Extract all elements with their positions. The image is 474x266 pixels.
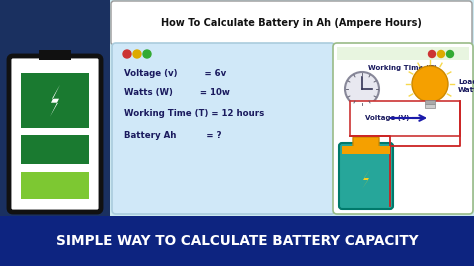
Text: Voltage (v)         = 6v: Voltage (v) = 6v [124, 69, 226, 77]
FancyBboxPatch shape [110, 0, 474, 216]
FancyBboxPatch shape [333, 43, 473, 214]
FancyBboxPatch shape [111, 1, 472, 45]
Text: Battery Ah          = ?: Battery Ah = ? [124, 131, 221, 139]
FancyBboxPatch shape [350, 101, 460, 136]
FancyBboxPatch shape [425, 104, 435, 108]
FancyBboxPatch shape [21, 73, 89, 128]
Circle shape [345, 72, 379, 106]
Polygon shape [362, 169, 370, 189]
FancyBboxPatch shape [342, 146, 390, 154]
Circle shape [143, 50, 151, 58]
FancyBboxPatch shape [0, 216, 474, 266]
Text: Watts (W)         = 10w: Watts (W) = 10w [124, 89, 230, 98]
Text: Working Time (T) = 12 hours: Working Time (T) = 12 hours [124, 110, 264, 118]
Circle shape [133, 50, 141, 58]
FancyBboxPatch shape [39, 50, 71, 60]
FancyBboxPatch shape [353, 137, 379, 147]
Text: Load
Watts: Load Watts [458, 80, 474, 93]
FancyBboxPatch shape [339, 143, 393, 209]
FancyBboxPatch shape [9, 56, 101, 212]
FancyBboxPatch shape [21, 172, 89, 199]
Text: SIMPLE WAY TO CALCULATE BATTERY CAPACITY: SIMPLE WAY TO CALCULATE BATTERY CAPACITY [56, 234, 418, 248]
FancyBboxPatch shape [21, 135, 89, 164]
Circle shape [438, 51, 445, 57]
Circle shape [123, 50, 131, 58]
Circle shape [447, 51, 454, 57]
Circle shape [428, 51, 436, 57]
FancyBboxPatch shape [425, 100, 435, 104]
FancyBboxPatch shape [337, 47, 469, 60]
Circle shape [412, 66, 448, 102]
Text: Working Time (T): Working Time (T) [368, 65, 438, 71]
FancyBboxPatch shape [112, 43, 335, 214]
FancyBboxPatch shape [0, 0, 110, 216]
Text: How To Calculate Battery in Ah (Ampere Hours): How To Calculate Battery in Ah (Ampere H… [161, 18, 421, 28]
Polygon shape [50, 85, 60, 117]
Text: Voltage (V): Voltage (V) [365, 115, 410, 121]
